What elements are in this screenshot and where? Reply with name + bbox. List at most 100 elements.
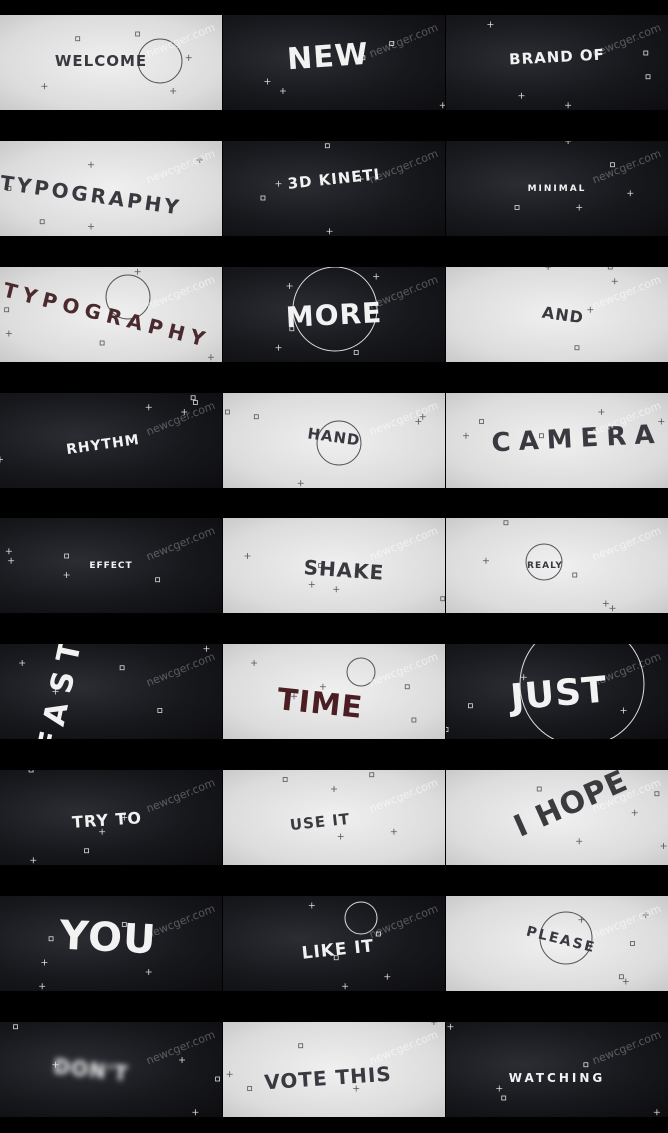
decor-cross	[353, 1085, 360, 1092]
decor-cross	[41, 83, 48, 90]
decor-square	[503, 520, 509, 526]
decor-circle	[105, 274, 151, 320]
decor-cross	[496, 1085, 503, 1092]
decor-square	[289, 326, 295, 332]
motion-graphics-decoration	[536, 786, 667, 849]
decor-cross	[99, 828, 106, 835]
video-frame: MORE newcger.com	[223, 267, 445, 362]
decor-cross	[185, 54, 192, 61]
decor-cross	[275, 180, 282, 187]
video-frame: MINIMAL newcger.com	[446, 141, 668, 236]
decor-square	[643, 50, 649, 56]
decor-circle	[525, 543, 563, 581]
decor-cross	[578, 916, 585, 923]
decor-cross	[286, 283, 293, 289]
decor-square	[654, 791, 660, 797]
kinetic-word: WELCOME	[54, 51, 148, 70]
motion-graphics-decoration	[462, 409, 665, 439]
motion-graphics-decoration	[260, 143, 364, 235]
decor-square	[64, 553, 69, 559]
decor-square	[539, 433, 544, 439]
decor-square	[375, 931, 381, 937]
decor-square	[404, 684, 410, 690]
decor-cross	[545, 267, 552, 270]
video-frame: BRAND OF newcger.com	[446, 15, 668, 110]
decor-cross	[41, 959, 48, 966]
decor-square	[99, 340, 105, 346]
decor-cross	[145, 404, 152, 411]
decor-square	[13, 1024, 18, 1030]
motion-graphics-decoration	[6, 157, 203, 230]
decor-square	[247, 1086, 253, 1091]
decor-cross	[587, 306, 594, 313]
video-frame: LIKE IT newcger.com	[223, 896, 445, 991]
decor-square	[501, 1095, 507, 1101]
decor-square	[630, 941, 635, 946]
decor-cross	[627, 190, 634, 197]
decor-square	[4, 307, 10, 313]
video-frame: TYPOGRAPHY newcger.com	[0, 267, 222, 362]
decor-cross	[244, 553, 251, 559]
motion-graphics-decoration	[39, 922, 152, 990]
video-frame: TRY TO newcger.com	[0, 770, 222, 865]
decor-square	[75, 36, 81, 42]
kinetic-word: WATCHING	[508, 1070, 606, 1085]
motion-graphics-decoration	[28, 770, 128, 864]
motion-graphics-decoration	[282, 772, 397, 840]
video-frame: NEW newcger.com	[223, 15, 445, 110]
decor-cross	[52, 1061, 59, 1068]
decor-cross	[134, 268, 141, 275]
motion-graphics-decoration	[482, 520, 616, 612]
video-frame: WATCHING newcger.com	[446, 1022, 668, 1117]
decor-cross	[373, 273, 380, 280]
decor-cross	[63, 572, 70, 578]
decor-square	[607, 267, 613, 270]
decor-cross	[342, 983, 349, 990]
decor-square	[369, 772, 375, 778]
decor-square	[28, 770, 34, 773]
decor-cross	[602, 600, 609, 607]
video-frame: YOU newcger.com	[0, 896, 222, 991]
decor-cross	[39, 983, 46, 990]
video-frame: REALY newcger.com	[446, 518, 668, 613]
video-frame: VOTE THIS newcger.com	[223, 1022, 445, 1117]
decor-square	[468, 703, 473, 709]
decor-cross	[275, 344, 282, 351]
decor-square	[157, 708, 163, 713]
decor-cross	[203, 645, 210, 652]
decor-circle	[344, 901, 378, 935]
decor-square	[324, 143, 330, 149]
decor-cross	[308, 581, 315, 588]
motion-graphics-decoration	[225, 409, 426, 487]
decor-cross	[642, 912, 649, 918]
decor-cross	[631, 809, 638, 816]
video-frame: HAND newcger.com	[223, 393, 445, 488]
decor-square	[610, 162, 615, 168]
decor-cross	[179, 1057, 186, 1063]
motion-graphics-decoration	[487, 21, 651, 109]
decor-circle	[137, 38, 183, 84]
decor-cross	[357, 176, 364, 182]
decor-square	[39, 219, 45, 225]
decor-cross	[145, 969, 152, 975]
motion-graphics-decoration	[447, 1023, 660, 1116]
motion-graphics-decoration	[308, 901, 391, 990]
decor-cross	[196, 157, 203, 163]
video-frame: EFFECT newcger.com	[0, 518, 222, 613]
decor-cross	[653, 1109, 660, 1116]
decor-cross	[19, 660, 26, 666]
decor-cross	[447, 1023, 454, 1030]
decor-square	[618, 974, 624, 980]
decor-square	[84, 848, 89, 854]
decor-cross	[658, 418, 665, 425]
video-frame: CAMERA newcger.com	[446, 393, 668, 488]
decor-square	[225, 409, 230, 415]
decor-cross	[419, 413, 426, 420]
video-frame: USE IT newcger.com	[223, 770, 445, 865]
decor-cross	[487, 21, 494, 28]
decor-cross	[611, 278, 618, 285]
decor-cross	[333, 586, 340, 593]
decor-cross	[121, 814, 128, 821]
video-frame: JUST newcger.com	[446, 644, 668, 739]
decor-cross	[576, 204, 583, 211]
